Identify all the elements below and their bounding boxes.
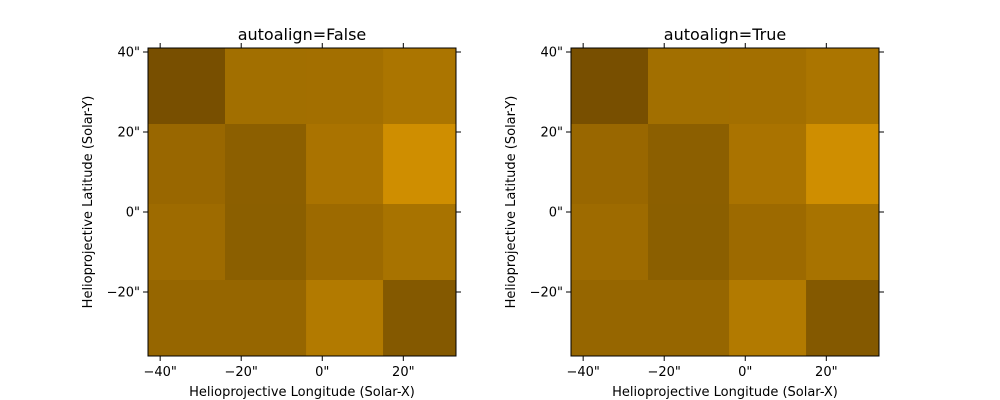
heatmap-cell (306, 124, 384, 205)
heatmap-cell (729, 280, 807, 357)
heatmap-cell (571, 204, 649, 281)
y-tick-label: 0" (549, 206, 563, 221)
heatmap-cell (648, 280, 730, 357)
heatmap-cell (648, 204, 730, 281)
heatmap-cell (148, 204, 226, 281)
heatmap-cell (648, 48, 730, 125)
heatmap-cell (383, 280, 457, 357)
heatmap-cell (571, 280, 649, 357)
heatmap-cell (648, 124, 730, 205)
heatmap-cell (383, 204, 457, 281)
heatmap-cell (571, 124, 649, 205)
heatmap-cell (729, 48, 807, 125)
y-tick-label: 40" (540, 46, 563, 61)
heatmap-cell (225, 204, 307, 281)
heatmap-cell (383, 48, 457, 125)
left-panel: −40" −20" 0" 20" −20" 0" 20" 40" autoalign=False… (81, 25, 461, 400)
heatmap-cell (806, 48, 880, 125)
heatmap-cell (148, 280, 226, 357)
x-tick-label: 20" (815, 365, 838, 380)
heatmap-cell (306, 204, 384, 281)
heatmap-cell (571, 48, 649, 125)
chart-title: autoalign=False (238, 25, 367, 44)
chart-title: autoalign=True (664, 25, 786, 44)
y-tick-label: 20" (117, 126, 140, 141)
heatmap-cell (806, 124, 880, 205)
heatmap-cell (306, 48, 384, 125)
x-tick-label: 0" (738, 365, 752, 380)
x-axis-label: Helioprojective Longitude (Solar-X) (189, 385, 415, 400)
y-tick-label: 0" (126, 206, 140, 221)
x-tick-label: −40" (566, 365, 599, 380)
y-axis-label: Helioprojective Latitude (Solar-Y) (504, 96, 519, 309)
heatmap-cell (383, 124, 457, 205)
x-axis-label: Helioprojective Longitude (Solar-X) (612, 385, 838, 400)
heatmap-cell (806, 280, 880, 357)
x-tick-label: −40" (143, 365, 176, 380)
heatmap-cell (729, 204, 807, 281)
heatmap-cell (225, 124, 307, 205)
axes-frame (147, 47, 457, 357)
right-panel: −40" −20" 0" 20" −20" 0" 20" 40" autoalign=True H… (504, 25, 884, 400)
heatmap-cell (225, 48, 307, 125)
x-tick-label: −20" (224, 365, 257, 380)
x-tick-label: 0" (315, 365, 329, 380)
heatmap-cell (148, 124, 226, 205)
y-tick-label: 20" (540, 126, 563, 141)
axes-frame (570, 47, 880, 357)
heatmap-cell (225, 280, 307, 357)
heatmap-cell (306, 280, 384, 357)
heatmap-cell (729, 124, 807, 205)
x-tick-label: −20" (647, 365, 680, 380)
heatmap-cell (148, 48, 226, 125)
x-tick-label: 20" (392, 365, 415, 380)
y-tick-label: −20" (530, 286, 563, 301)
heatmap-cell (806, 204, 880, 281)
y-tick-label: 40" (117, 46, 140, 61)
y-axis-label: Helioprojective Latitude (Solar-Y) (81, 96, 96, 309)
y-tick-label: −20" (107, 286, 140, 301)
